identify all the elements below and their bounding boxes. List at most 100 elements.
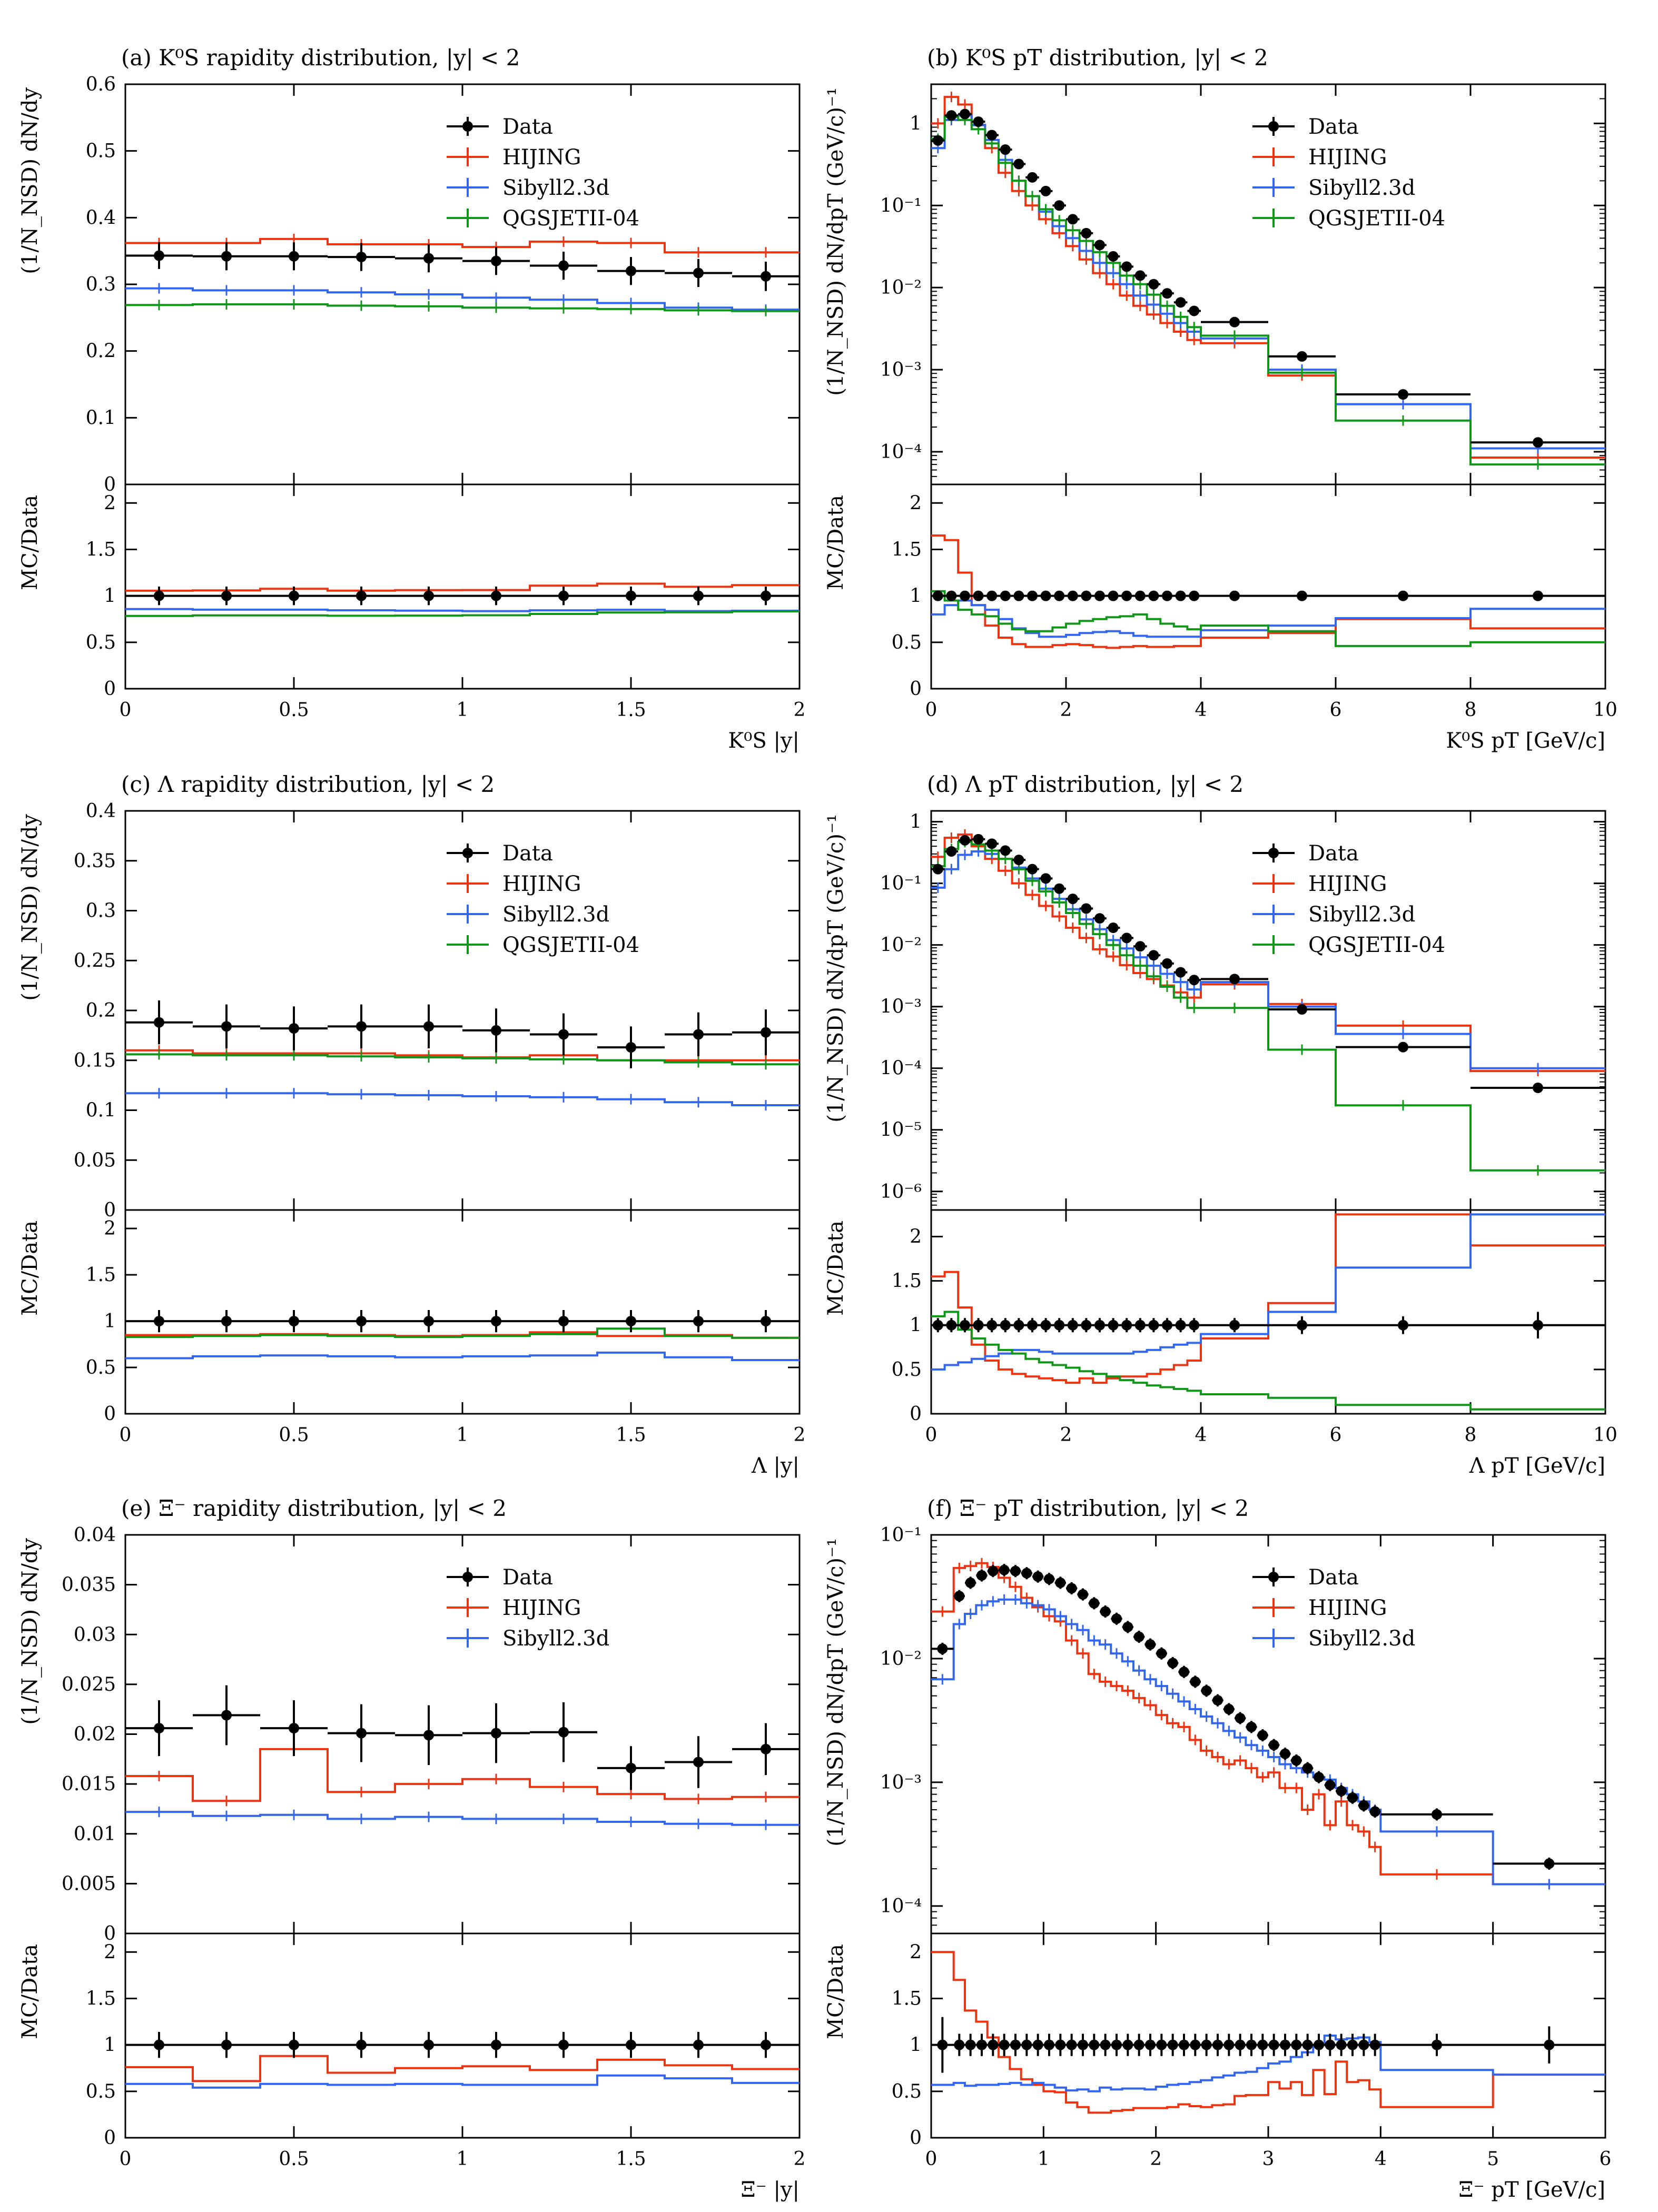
data-point: [954, 1591, 965, 1602]
data-point: [1544, 1858, 1555, 1869]
data-point: [1044, 1573, 1054, 1584]
data-point: [1094, 240, 1105, 251]
ratio-data-point: [1175, 590, 1186, 601]
ratio-data-point: [1078, 2039, 1088, 2050]
x-tick-label: 10: [1593, 699, 1617, 721]
ratio-plot-area: [931, 1213, 1605, 1411]
legend-label: HIJING: [1308, 1596, 1387, 1620]
ratio-data-point: [558, 1316, 569, 1327]
y-tick-label: 0.25: [74, 950, 116, 971]
data-point: [1108, 251, 1119, 262]
chart-title: (c) Λ rapidity distribution, |y| < 2: [121, 771, 495, 797]
chart-title: (e) Ξ⁻ rapidity distribution, |y| < 2: [121, 1495, 507, 1521]
ratio-data-point: [1432, 2039, 1442, 2050]
data-point: [491, 1728, 501, 1739]
ratio-data-point: [946, 590, 957, 601]
data-point: [1398, 1041, 1408, 1053]
y-tick-label: 0.035: [62, 1574, 116, 1596]
data-point: [1358, 1800, 1369, 1811]
x-tick-label: 1: [457, 1424, 469, 1446]
legend-label: Sibyll2.3d: [502, 176, 609, 200]
x-tick-label: 8: [1465, 699, 1477, 721]
y-tick-label: 10⁻¹: [880, 1524, 922, 1546]
ratio-data-point: [1533, 590, 1543, 601]
ratio-data-point: [1268, 2039, 1279, 2050]
legend-entry-hijing: HIJING: [1252, 145, 1387, 170]
data-point: [1533, 1083, 1543, 1094]
legend-label: QGSJETII-04: [502, 206, 639, 231]
data-point: [558, 1029, 569, 1040]
ratio-y-tick-label: 0.5: [892, 2081, 922, 2102]
data-point: [1212, 1695, 1223, 1706]
ratio-data-point: [960, 1320, 970, 1331]
ratio-data-point: [1054, 1320, 1065, 1331]
data-point: [1201, 1685, 1212, 1696]
ratio-y-axis-label: MC/Data: [18, 1944, 42, 2039]
y-tick-label: 0.025: [62, 1674, 116, 1695]
data-point: [626, 265, 636, 276]
ratio-data-point: [1235, 2039, 1246, 2050]
ratio-y-tick-label: 1.5: [892, 1271, 922, 1292]
ratio-data-point: [356, 590, 367, 601]
y-tick-label: 0.3: [86, 900, 116, 922]
ratio-data-point: [1162, 590, 1172, 601]
x-tick-label: 6: [1600, 2148, 1612, 2170]
ratio-data-point: [693, 2039, 704, 2050]
ratio-data-point: [1190, 2039, 1201, 2050]
ratio-frame: [930, 1932, 1606, 2139]
y-tick-label: 10⁻²: [880, 277, 922, 299]
x-axis-label: Λ |y|: [751, 1454, 800, 1478]
data-point: [1013, 855, 1024, 866]
series-line-hijing: [931, 1562, 1605, 1886]
ratio-data-point: [1081, 590, 1092, 601]
data-point: [1314, 1772, 1324, 1783]
data-point: [1027, 864, 1038, 875]
ratio-data-point: [1013, 1320, 1024, 1331]
legend-label: Data: [1308, 841, 1359, 866]
ratio-data-point: [1094, 1320, 1105, 1331]
ratio-line-qgsjet: [125, 610, 800, 617]
ratio-y-tick-label: 0.5: [86, 2081, 116, 2102]
legend-swatch-marker: [462, 848, 473, 858]
ratio-y-tick-label: 2: [910, 1226, 922, 1247]
data-point: [1040, 185, 1051, 196]
ratio-data-point: [946, 1320, 957, 1331]
x-tick-label: 10: [1593, 1424, 1617, 1446]
data-point: [558, 260, 569, 271]
ratio-data-point: [1167, 2039, 1178, 2050]
x-tick-label: 1.5: [616, 1424, 646, 1446]
data-point: [1179, 1667, 1189, 1678]
x-axis-label: Λ pT [GeV/c]: [1469, 1454, 1605, 1478]
legend-entry-data: Data: [1252, 1565, 1359, 1590]
ratio-y-tick-label: 0.5: [86, 1357, 116, 1378]
data-point: [1100, 1606, 1111, 1617]
ratio-y-tick-label: 1: [910, 1315, 922, 1336]
data-point: [1000, 144, 1011, 155]
data-point: [1013, 158, 1024, 170]
data-point: [1122, 1621, 1133, 1632]
data-point: [1054, 883, 1065, 894]
ratio-data-point: [1013, 590, 1024, 601]
main-plot-area: [931, 829, 1605, 1176]
ratio-data-point: [1189, 590, 1200, 601]
y-tick-label: 0.1: [86, 407, 116, 429]
legend-label: QGSJETII-04: [1308, 206, 1445, 231]
ratio-data-point: [965, 2039, 976, 2050]
ratio-line-hijing: [125, 582, 800, 592]
x-tick-label: 0: [120, 699, 132, 721]
series-line-hijing: [125, 1748, 800, 1802]
data-point: [1148, 279, 1159, 290]
ratio-y-tick-label: 2: [910, 492, 922, 514]
ratio-data-point: [986, 1320, 998, 1331]
ratio-data-point: [626, 1316, 636, 1327]
ratio-y-tick-label: 0: [910, 678, 922, 700]
chart-panel-e: (e) Ξ⁻ rapidity distribution, |y| < 2 0 0.…: [18, 1495, 805, 2202]
data-point: [1021, 1568, 1032, 1579]
ratio-data-point: [1000, 1320, 1011, 1331]
y-tick-label: 0.5: [86, 141, 116, 162]
data-point: [693, 1757, 704, 1768]
ratio-data-point: [1081, 1320, 1092, 1331]
data-point: [976, 1570, 987, 1581]
data-point: [1325, 1780, 1336, 1791]
ratio-data-point: [154, 1316, 164, 1327]
